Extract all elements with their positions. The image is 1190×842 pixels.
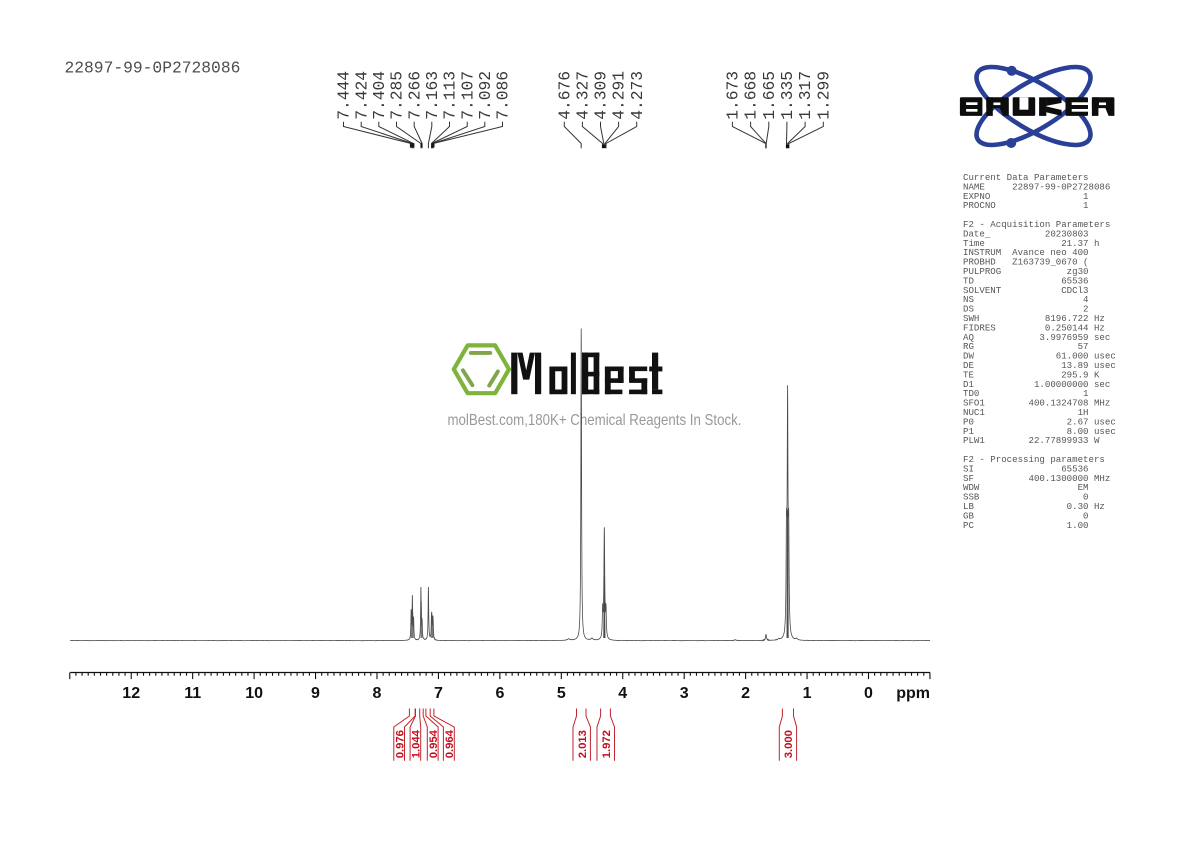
svg-text:7.424: 7.424 xyxy=(352,71,371,120)
svg-text:7.086: 7.086 xyxy=(494,71,513,120)
svg-text:7.113: 7.113 xyxy=(441,71,460,120)
svg-text:1: 1 xyxy=(803,685,812,702)
svg-text:4.309: 4.309 xyxy=(592,71,611,120)
svg-text:4.273: 4.273 xyxy=(628,71,647,120)
svg-text:4: 4 xyxy=(618,685,627,702)
svg-text:7.404: 7.404 xyxy=(370,71,389,120)
svg-text:7: 7 xyxy=(434,685,443,702)
svg-text:1.335: 1.335 xyxy=(778,71,797,120)
svg-text:12: 12 xyxy=(122,685,140,702)
svg-text:0.976: 0.976 xyxy=(395,730,407,758)
svg-text:4.291: 4.291 xyxy=(610,71,629,120)
svg-text:1.299: 1.299 xyxy=(814,71,833,120)
svg-text:3.000: 3.000 xyxy=(783,730,795,758)
svg-text:1.668: 1.668 xyxy=(742,71,761,120)
svg-text:10: 10 xyxy=(245,685,263,702)
svg-text:11: 11 xyxy=(184,685,201,702)
svg-text:0: 0 xyxy=(864,685,873,702)
svg-text:1.673: 1.673 xyxy=(724,71,743,120)
svg-text:4.676: 4.676 xyxy=(555,71,574,120)
svg-text:5: 5 xyxy=(557,685,566,702)
svg-text:0.954: 0.954 xyxy=(428,729,440,758)
svg-text:4.327: 4.327 xyxy=(574,71,593,120)
svg-text:1.972: 1.972 xyxy=(601,730,613,758)
svg-text:6: 6 xyxy=(495,685,504,702)
svg-text:ppm: ppm xyxy=(896,685,930,702)
svg-text:7.092: 7.092 xyxy=(476,71,495,120)
svg-text:1.044: 1.044 xyxy=(410,729,422,758)
svg-text:2.013: 2.013 xyxy=(577,730,589,758)
svg-text:0.964: 0.964 xyxy=(444,729,456,758)
svg-text:2: 2 xyxy=(741,685,750,702)
svg-text:8: 8 xyxy=(373,685,382,702)
svg-text:1.665: 1.665 xyxy=(760,71,779,120)
svg-text:7.444: 7.444 xyxy=(335,71,354,120)
svg-text:1.317: 1.317 xyxy=(796,71,815,120)
svg-text:7.107: 7.107 xyxy=(458,71,477,120)
svg-text:7.163: 7.163 xyxy=(423,71,442,120)
svg-text:7.285: 7.285 xyxy=(388,71,407,120)
svg-text:7.266: 7.266 xyxy=(405,71,424,120)
svg-text:3: 3 xyxy=(680,685,689,702)
svg-text:Current Data Parameters NAME: Current Data Parameters NAME 22897-99-0P… xyxy=(963,172,1116,531)
svg-text:22897-99-0P2728086: 22897-99-0P2728086 xyxy=(65,59,241,78)
svg-text:9: 9 xyxy=(311,685,320,702)
svg-text:molBest.com,180K+ Chemical Rea: molBest.com,180K+ Chemical Reagents In S… xyxy=(448,412,742,429)
